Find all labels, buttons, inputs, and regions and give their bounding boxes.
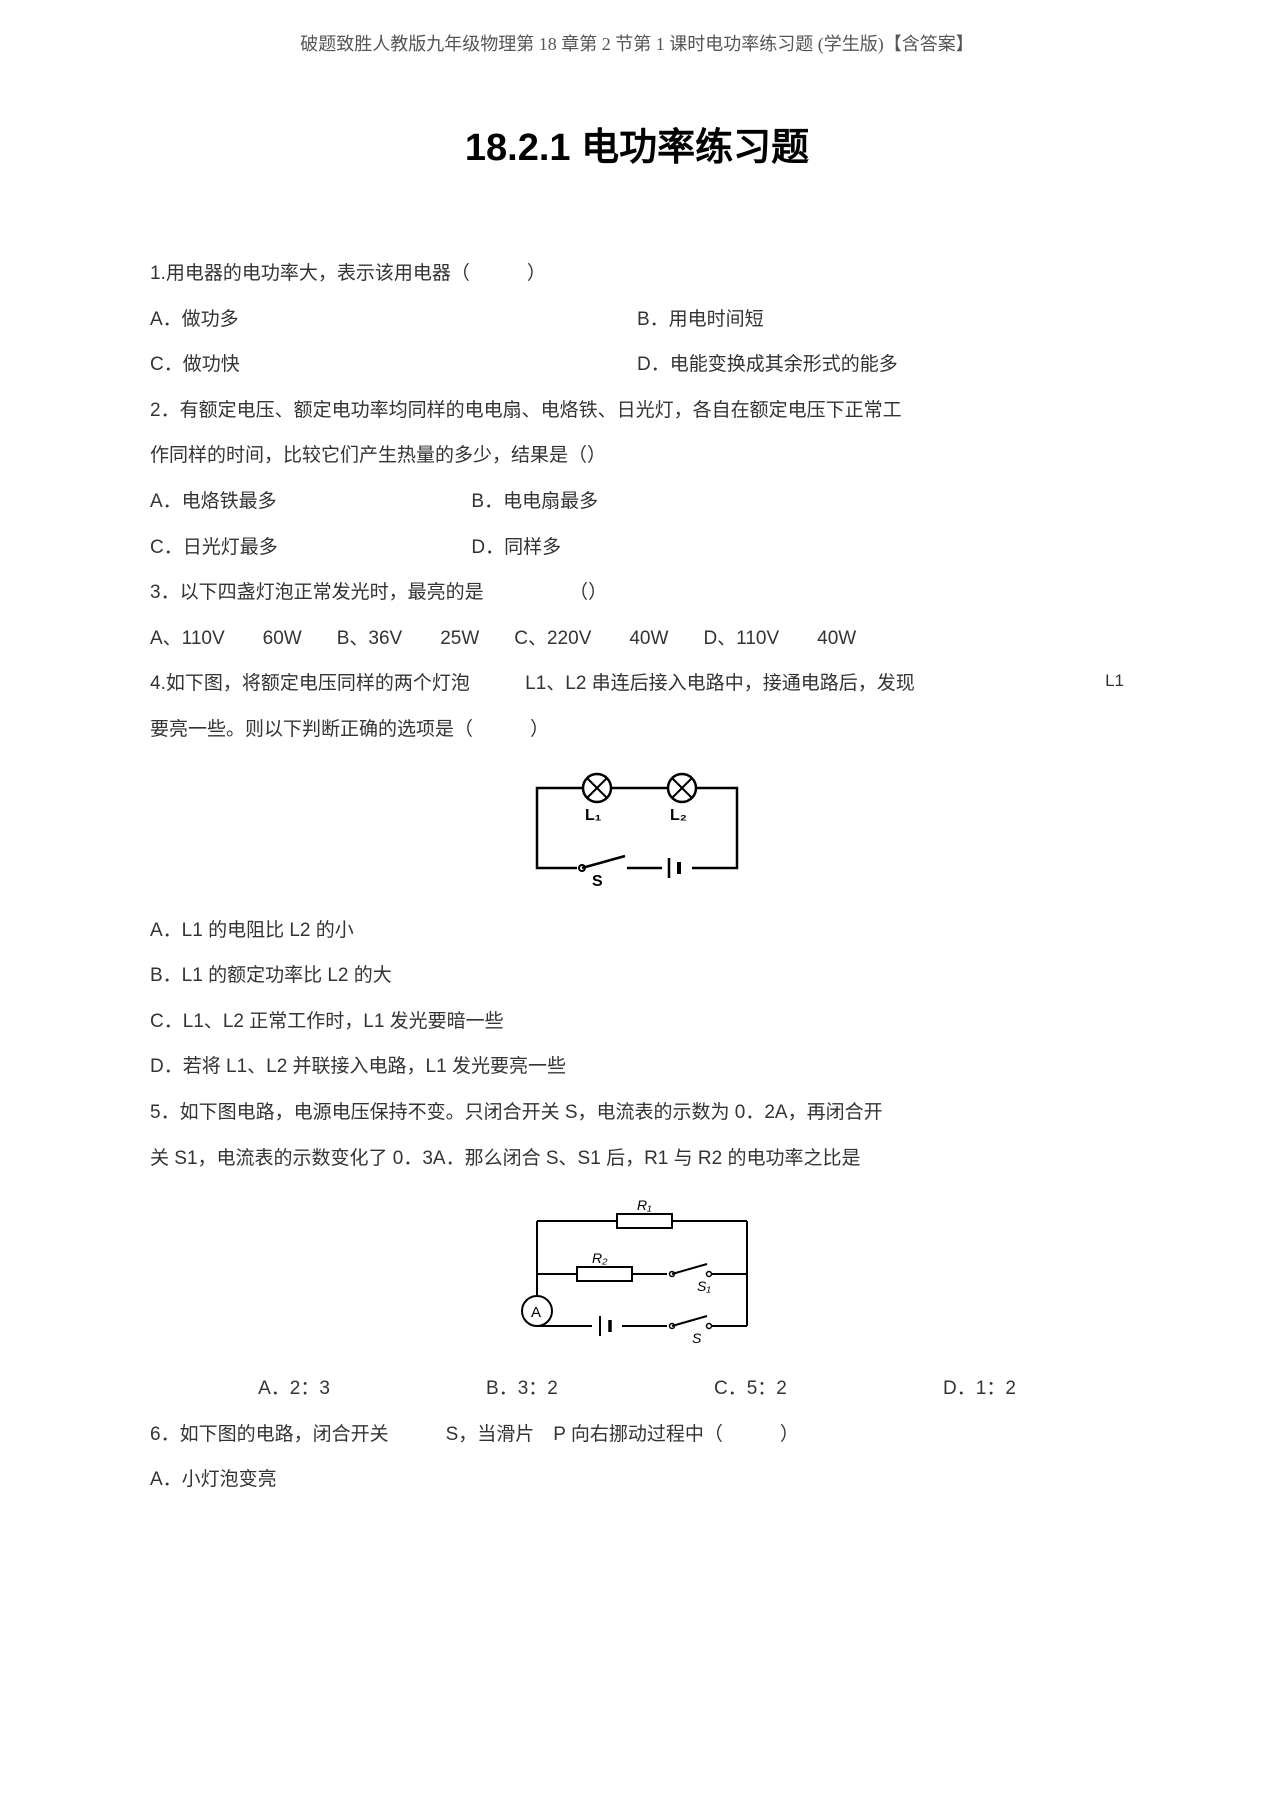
q6-opt-a: A．小灯泡变亮	[150, 1457, 1124, 1503]
q5-options: A．2：3 B．3：2 C．5：2 D．1：2	[150, 1366, 1124, 1412]
q3-opt-a: A、110V 60W	[150, 616, 302, 662]
q4-diagram: L₁ L₂ S	[150, 768, 1124, 893]
q1-opt-b: B．用电时间短	[637, 297, 1124, 343]
q5-opt-b: B．3：2	[486, 1366, 558, 1412]
q5-line2: 关 S1，电流表的示数变化了 0．3A．那么闭合 S、S1 后，R1 与 R2 …	[150, 1136, 1124, 1182]
q1-opt-d: D．电能变换成其余形式的能多	[637, 342, 1124, 388]
r1-label: R₁	[637, 1197, 652, 1213]
q3-opt-c: C、220V 40W	[514, 616, 668, 662]
q2-opt-d: D．同样多	[471, 525, 792, 571]
q3-opt-b: B、36V 25W	[337, 616, 480, 662]
q5-diagram: R₁ R₂ S₁ S A	[150, 1196, 1124, 1351]
s1-label: S₁	[697, 1278, 711, 1294]
ammeter-label: A	[531, 1304, 541, 1321]
page: 破题致胜人教版九年级物理第 18 章第 2 节第 1 课时电功率练习题 (学生版…	[0, 0, 1274, 1805]
q5-opt-a: A．2：3	[258, 1366, 330, 1412]
s-label-2: S	[692, 1330, 702, 1346]
q5-opt-c: C．5：2	[714, 1366, 787, 1412]
q3-options: A、110V 60W B、36V 25W C、220V 40W D、110V 4…	[150, 616, 1124, 662]
page-title: 18.2.1 电功率练习题	[150, 116, 1124, 171]
q4-line1c: L1	[1105, 661, 1124, 702]
l2-label: L₂	[670, 807, 687, 824]
q2-opt-a: A．电烙铁最多	[150, 479, 471, 525]
q1-opt-a: A．做功多	[150, 297, 637, 343]
q2-line1: 2．有额定电压、额定电功率均同样的电电扇、电烙铁、日光灯，各自在额定电压下正常工	[150, 388, 1124, 434]
page-header: 破题致胜人教版九年级物理第 18 章第 2 节第 1 课时电功率练习题 (学生版…	[150, 30, 1124, 56]
q5-opt-d: D．1：2	[943, 1366, 1016, 1412]
q4-line1: 4.如下图，将额定电压同样的两个灯泡 L1、L2 串连后接入电路中，接通电路后，…	[150, 661, 1124, 707]
q6-text: 6．如下图的电路，闭合开关 S，当滑片 P 向右挪动过程中（ ）	[150, 1412, 1124, 1458]
q4-opt-c: C．L1、L2 正常工作时，L1 发光要暗一些	[150, 999, 1124, 1045]
q2-opt-c: C．日光灯最多	[150, 525, 471, 571]
q4-line2: 要亮一些。则以下判断正确的选项是（ ）	[150, 707, 1124, 753]
q4-line1b: L1、L2 串连后接入电路中，接通电路后，发现	[525, 673, 915, 694]
q4-opt-d: D．若将 L1、L2 并联接入电路，L1 发光要亮一些	[150, 1044, 1124, 1090]
q2-line2: 作同样的时间，比较它们产生热量的多少，结果是（）	[150, 433, 1124, 479]
q1-row2: C．做功快 D．电能变换成其余形式的能多	[150, 342, 1124, 388]
q4-line1a: 4.如下图，将额定电压同样的两个灯泡	[150, 673, 470, 694]
r2-label: R₂	[592, 1250, 608, 1266]
l1-label: L₁	[585, 807, 602, 824]
s-label: S	[592, 873, 603, 888]
q1-text: 1.用电器的电功率大，表示该用电器（ ）	[150, 251, 1124, 297]
q1-opt-c: C．做功快	[150, 342, 637, 388]
circuit-diagram-2: R₁ R₂ S₁ S A	[497, 1196, 777, 1346]
q3-opt-d: D、110V 40W	[703, 616, 856, 662]
q4-opt-b: B．L1 的额定功率比 L2 的大	[150, 953, 1124, 999]
q2-row2: C．日光灯最多 D．同样多	[150, 525, 1124, 571]
q5-line1: 5．如下图电路，电源电压保持不变。只闭合开关 S，电流表的示数为 0．2A，再闭…	[150, 1090, 1124, 1136]
q1-row1: A．做功多 B．用电时间短	[150, 297, 1124, 343]
q2-row1: A．电烙铁最多 B．电电扇最多	[150, 479, 1124, 525]
q2-opt-b: B．电电扇最多	[471, 479, 792, 525]
q3-text: 3．以下四盏灯泡正常发光时，最亮的是 （）	[150, 570, 1124, 616]
circuit-diagram-1: L₁ L₂ S	[507, 768, 767, 888]
q4-opt-a: A．L1 的电阻比 L2 的小	[150, 908, 1124, 954]
